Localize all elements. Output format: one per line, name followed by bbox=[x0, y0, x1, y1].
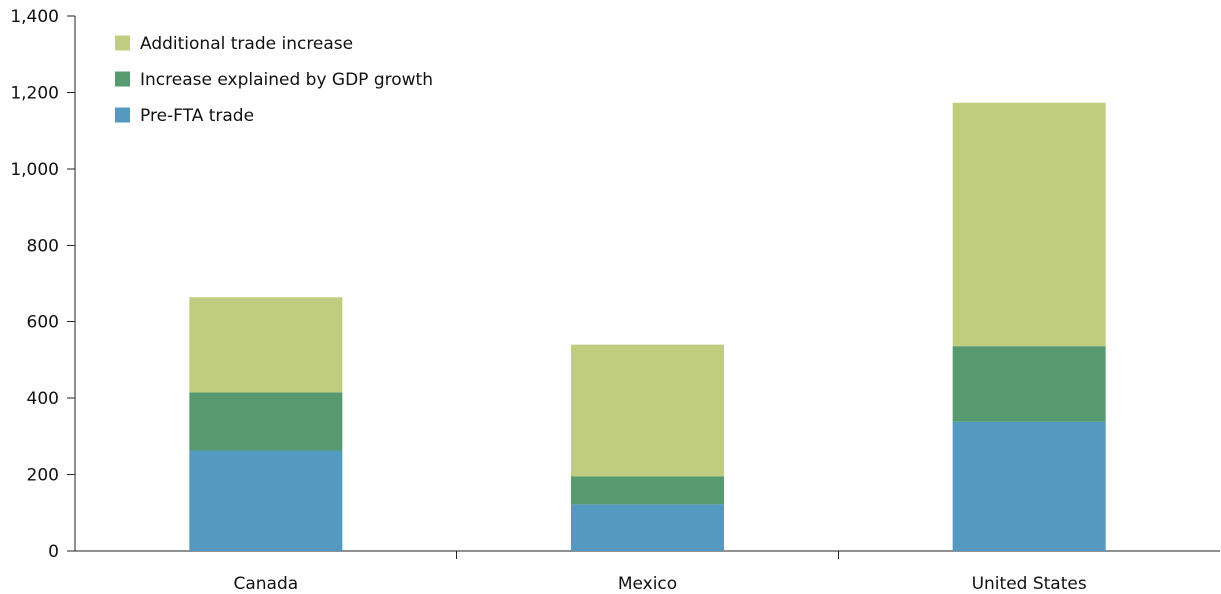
bar-segment-mexico-increase-explained-by-gdp-growth bbox=[571, 476, 724, 505]
x-tick-label: Mexico bbox=[618, 574, 677, 594]
legend: Additional trade increase Increase explai… bbox=[115, 34, 433, 126]
bar-segment-mexico-additional-trade-increase bbox=[571, 344, 724, 477]
x-tick-label: Canada bbox=[233, 574, 298, 594]
y-tick-label: 400 bbox=[27, 389, 59, 409]
y-tick-label: 800 bbox=[27, 236, 59, 256]
y-axis: 0 200 400 600 800 1,000 1,200 1,400 bbox=[10, 7, 76, 562]
bars bbox=[189, 102, 1106, 551]
legend-swatch-increase-explained-by-gdp-growth bbox=[115, 71, 130, 87]
x-axis: Canada Mexico United States bbox=[75, 550, 1220, 594]
y-tick-label: 600 bbox=[27, 313, 59, 333]
x-tick-label: United States bbox=[972, 574, 1087, 594]
bar-segment-mexico-pre-fta-trade bbox=[571, 504, 724, 551]
legend-label-increase-explained-by-gdp-growth: Increase explained by GDP growth bbox=[140, 70, 433, 90]
y-tick-label: 0 bbox=[48, 542, 59, 562]
bar-segment-canada-additional-trade-increase bbox=[189, 297, 343, 393]
bar-segment-united-states-pre-fta-trade bbox=[952, 421, 1106, 551]
legend-label-pre-fta-trade: Pre-FTA trade bbox=[140, 106, 254, 126]
legend-label-additional-trade-increase: Additional trade increase bbox=[140, 34, 353, 54]
y-tick-label: 1,200 bbox=[10, 83, 59, 103]
y-tick-label: 1,000 bbox=[10, 160, 59, 180]
bar-segment-canada-increase-explained-by-gdp-growth bbox=[189, 392, 343, 451]
bar-segment-united-states-increase-explained-by-gdp-growth bbox=[952, 346, 1106, 422]
legend-swatch-pre-fta-trade bbox=[115, 107, 130, 123]
bar-segment-united-states-additional-trade-increase bbox=[952, 102, 1106, 347]
bar-segment-canada-pre-fta-trade bbox=[189, 450, 343, 551]
y-tick-label: 1,400 bbox=[10, 7, 59, 27]
y-tick-label: 200 bbox=[27, 466, 59, 486]
legend-swatch-additional-trade-increase bbox=[115, 35, 130, 51]
